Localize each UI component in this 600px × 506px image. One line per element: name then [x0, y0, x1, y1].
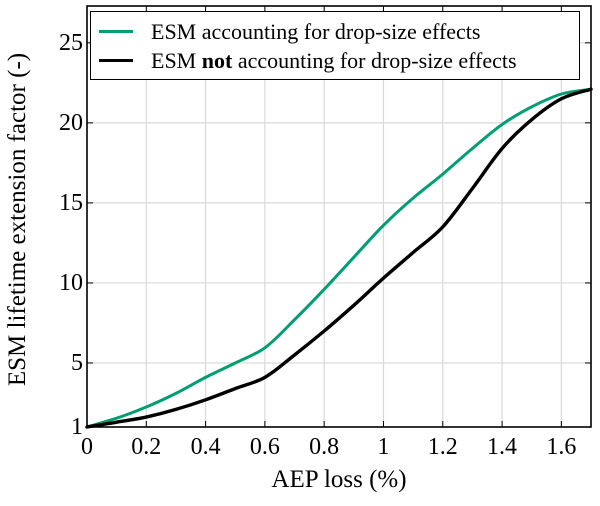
x-tick-label: 1 [377, 434, 390, 460]
y-tick-label: 5 [71, 349, 83, 376]
y-tick-label: 20 [59, 109, 83, 136]
x-tick-label: 0.8 [309, 434, 340, 460]
legend-item: ESM accounting for drop-size effects [91, 17, 579, 46]
y-tick-label: 10 [59, 269, 83, 296]
x-tick-label: 1.2 [427, 434, 458, 460]
x-tick-label: 0.4 [190, 434, 221, 460]
x-axis-label: AEP loss (%) [271, 466, 407, 493]
plot-border [86, 5, 592, 428]
x-tick-label: 0.6 [249, 434, 280, 460]
x-tick-label: 1.4 [487, 434, 518, 460]
y-tick-label: 1 [71, 414, 83, 440]
legend-label-text: ESM accounting for drop-size effects [151, 18, 481, 44]
series-line-not-accounting [85, 87, 593, 429]
legend-label-text: ESM [151, 47, 202, 73]
legend-swatch-accounting [99, 30, 133, 33]
x-tick-label: 1.6 [546, 434, 577, 460]
legend-label-bold: not [201, 47, 233, 73]
y-tick-label: 25 [59, 29, 83, 56]
legend-label: ESM accounting for drop-size effects [151, 19, 480, 45]
legend-label: ESM not accounting for drop-size effects [151, 48, 517, 74]
x-tick-label: 0.2 [131, 434, 162, 460]
y-tick-label: 15 [59, 189, 83, 216]
legend-label-text: accounting for drop-size effects [232, 47, 517, 73]
legend-item: ESM not accounting for drop-size effects [91, 46, 579, 75]
y-axis-label: ESM lifetime extension factor (-) [4, 52, 31, 387]
legend-swatch-not-accounting [99, 59, 133, 62]
x-tick-label: 0 [81, 434, 93, 460]
series-line-accounting [85, 87, 593, 429]
legend: ESM accounting for drop-size effects ESM… [90, 11, 580, 80]
